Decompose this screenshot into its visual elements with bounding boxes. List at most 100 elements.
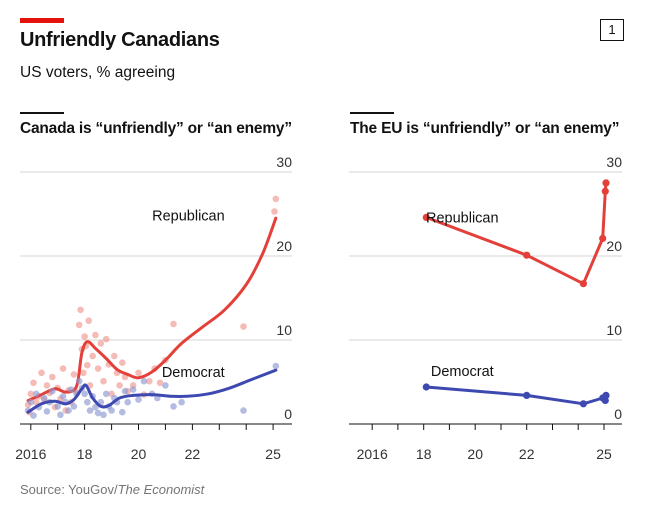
source-note: Source: YouGov/The Economist [20, 482, 204, 497]
eu-republican-point [602, 179, 610, 187]
canada-democrat-point [140, 377, 148, 385]
canada-democrat-point [86, 407, 94, 414]
canada-republican-point [75, 321, 83, 329]
eu-democrat-point [422, 383, 430, 391]
chart-subtitle: US voters, % agreeing [20, 64, 176, 81]
canada-democrat-point [100, 411, 107, 419]
canada-republican-point [271, 208, 278, 215]
canada-republican-point [119, 359, 126, 367]
canada-republican-trend-line [26, 216, 278, 402]
canada-panel: 0 10 20 30 2016 18 20 22 25 Republican Democrat [15, 154, 292, 462]
eu-y-tick-label: 10 [606, 322, 622, 338]
canada-democrat-point [92, 403, 99, 411]
canada-x-tick-label: 18 [77, 446, 93, 462]
right-panel-rule [350, 112, 394, 114]
canada-democrat-point [129, 386, 137, 393]
canada-democrat-point [27, 398, 35, 406]
canada-republican-point [92, 331, 99, 339]
canada-x-tick-label: 25 [265, 446, 281, 462]
eu-republican-point [601, 187, 609, 195]
eu-x-tick-label: 20 [467, 446, 483, 462]
eu-democrat-line [424, 385, 608, 406]
canada-republican-point [32, 398, 40, 406]
canada-democrat-trend-line [26, 368, 278, 414]
eu-y-tick-label: 0 [614, 406, 622, 422]
canada-democrat-point [57, 411, 64, 419]
canada-republican-point [100, 377, 107, 385]
canada-democrat-point [102, 390, 110, 398]
canada-democrat-point [43, 408, 51, 415]
canada-democrat-point [240, 407, 247, 414]
eu-x-tick-label: 18 [416, 446, 432, 462]
eu-x-tick-label: 22 [519, 446, 535, 462]
eu-republican-point [599, 234, 607, 242]
eu-democrat-point [579, 400, 588, 408]
right-panel-title: The EU is “unfriendly” or “an enemy” [350, 120, 620, 137]
eu-democrat-label: Democrat [431, 364, 494, 380]
accent-bar [20, 18, 64, 23]
canada-y-tick-label: 10 [276, 322, 292, 338]
canada-democrat-point [65, 407, 72, 414]
canada-democrat-point [124, 398, 131, 406]
canada-republican-point [70, 371, 78, 378]
canada-democrat-point [94, 409, 102, 417]
canada-republican-point [27, 390, 35, 398]
canada-republican-point [38, 369, 45, 377]
eu-panel: 0 10 20 30 2016 18 20 22 25 Republican Democrat [349, 154, 622, 462]
chart-number-badge: 1 [600, 19, 624, 41]
canada-democrat-point [32, 390, 40, 398]
eu-x-tick-label: 25 [596, 446, 612, 462]
canada-republican-point [49, 373, 56, 381]
canada-republican-point [170, 320, 177, 328]
canada-democrat-point [67, 386, 75, 393]
canada-republican-point [59, 365, 67, 372]
canada-republican-point [156, 379, 164, 387]
canada-republican-point [94, 365, 102, 372]
canada-democrat-point [170, 403, 177, 410]
canada-x-tick-label: 20 [131, 446, 147, 462]
eu-y-tick-label: 30 [606, 154, 622, 170]
canada-y-tick-label: 20 [276, 238, 292, 254]
canada-republican-point [116, 382, 123, 389]
canada-democrat-point [30, 412, 37, 419]
canada-republican-point [30, 379, 37, 387]
canada-democrat-point [59, 393, 67, 400]
canada-democrat-point [119, 408, 126, 416]
canada-democrat-point [121, 387, 129, 395]
eu-x-tick-label: 2016 [357, 446, 388, 462]
canada-republican-point [272, 195, 280, 203]
canada-republican-point [97, 340, 105, 347]
canada-democrat-point [54, 403, 61, 410]
canada-x-tick-label: 2016 [15, 446, 46, 462]
canada-y-tick-label: 30 [276, 154, 292, 170]
canada-republican-point [80, 369, 87, 377]
canada-x-tick-label: 22 [185, 446, 201, 462]
canada-democrat-point [272, 362, 280, 370]
canada-republican-point [85, 317, 92, 325]
canada-republican-point [84, 361, 91, 369]
canada-republican-point [102, 335, 110, 343]
canada-republican-point [89, 352, 96, 360]
canada-republican-point [77, 306, 84, 314]
eu-republican-point [422, 213, 430, 221]
canada-republican-point [135, 369, 142, 377]
canada-y-tick-label: 0 [284, 406, 292, 422]
eu-democrat-point [602, 391, 610, 399]
left-panel-title: Canada is “unfriendly” or “an enemy” [20, 120, 292, 137]
eu-y-tick-label: 20 [606, 238, 622, 254]
chart-title: Unfriendly Canadians [20, 29, 220, 51]
eu-republican-point [523, 251, 531, 259]
canada-republican-point [146, 377, 153, 385]
canada-democrat-point [84, 398, 91, 406]
canada-democrat-point [40, 394, 48, 402]
canada-democrat-point [162, 382, 169, 389]
canada-democrat-point [81, 390, 88, 398]
source-publication: The Economist [117, 482, 205, 497]
canada-democrat-point [178, 398, 185, 406]
canada-republican-point [111, 352, 118, 360]
canada-democrat-point [108, 407, 115, 414]
canada-democrat-point [70, 403, 78, 410]
left-panel-rule [20, 112, 64, 114]
eu-republican-point [579, 280, 588, 288]
